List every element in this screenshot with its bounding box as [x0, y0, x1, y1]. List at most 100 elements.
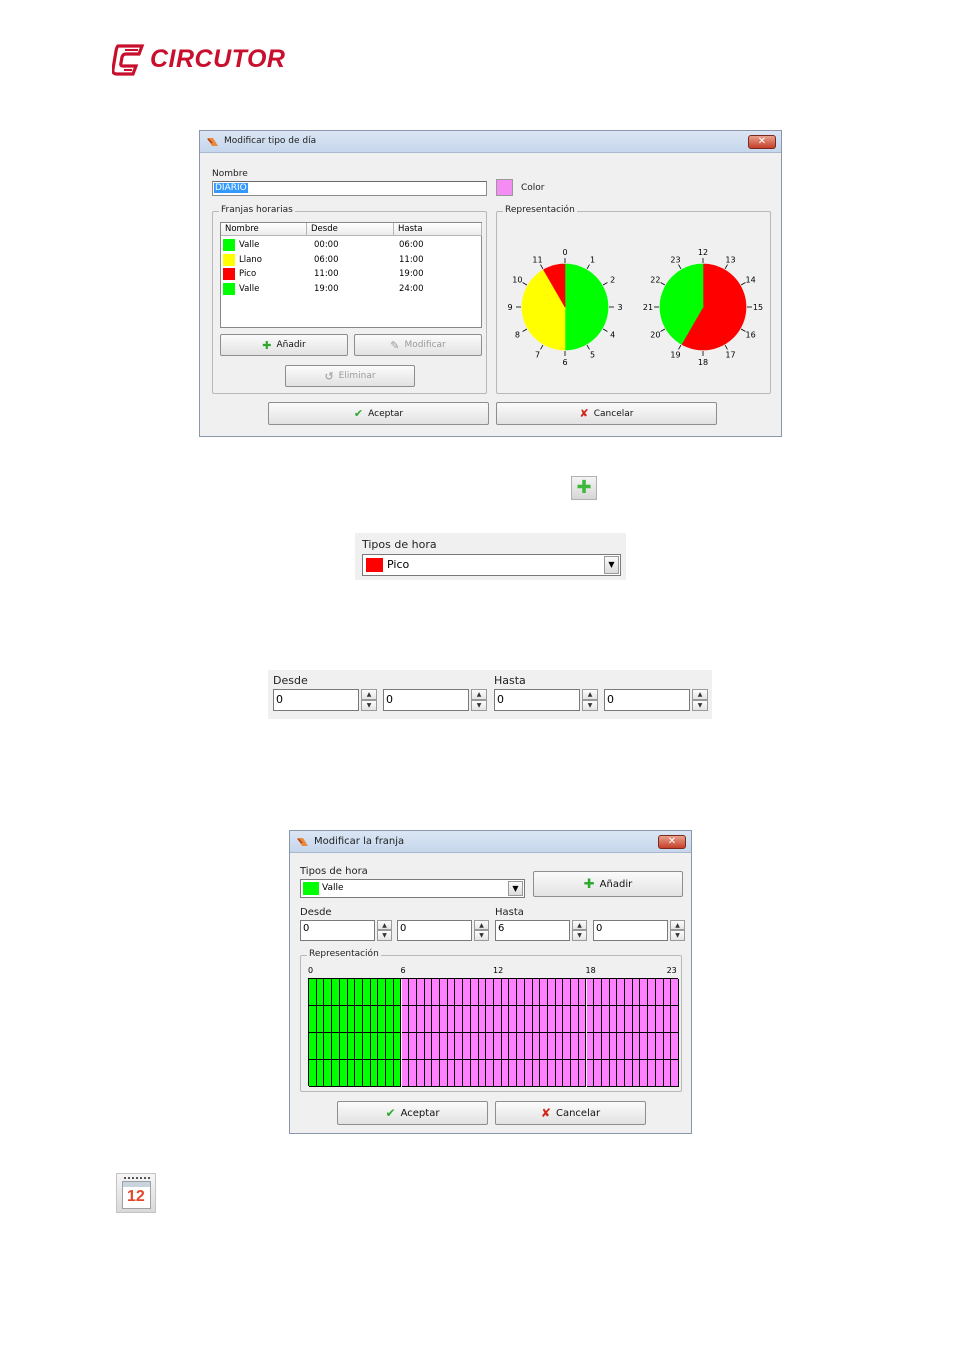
hour-cell[interactable] — [393, 979, 402, 1006]
spin-up-icon[interactable]: ▲ — [377, 920, 392, 930]
spin-up-icon[interactable]: ▲ — [471, 689, 487, 700]
hour-cell[interactable] — [594, 1006, 602, 1033]
spin-up-icon[interactable]: ▲ — [582, 689, 598, 700]
hour-cell[interactable] — [463, 1060, 471, 1087]
hour-cell[interactable] — [648, 1033, 656, 1060]
hour-cell[interactable] — [571, 1060, 579, 1087]
desde-min-spinner[interactable]: 0 ▲ ▼ — [397, 920, 489, 941]
hour-cell[interactable] — [470, 1006, 479, 1033]
franja-row[interactable]: Valle 19:00 24:00 — [223, 282, 481, 296]
hour-cell[interactable] — [563, 1060, 572, 1087]
hour-cell[interactable] — [324, 979, 333, 1006]
hour-cell[interactable] — [478, 979, 487, 1006]
hour-cell[interactable] — [486, 979, 494, 1006]
hour-cell[interactable] — [571, 1033, 579, 1060]
calendar-icon[interactable]: 12 — [116, 1173, 156, 1213]
hour-cell[interactable] — [386, 1060, 394, 1087]
spin-down-icon[interactable]: ▼ — [361, 700, 377, 711]
hour-cell[interactable] — [355, 1060, 363, 1087]
hour-cell[interactable] — [655, 1006, 664, 1033]
hour-cell[interactable] — [347, 979, 356, 1006]
cancelar-button[interactable]: ✘ Cancelar — [495, 1101, 646, 1125]
eliminar-button[interactable]: ↺ Eliminar — [285, 365, 415, 387]
hour-cell[interactable] — [401, 1006, 410, 1033]
hour-cell[interactable] — [640, 979, 649, 1006]
hour-cell[interactable] — [494, 1006, 502, 1033]
hour-cell[interactable] — [640, 1060, 649, 1087]
hour-cell[interactable] — [339, 979, 348, 1006]
hour-cell[interactable] — [617, 1033, 626, 1060]
hour-cell[interactable] — [555, 1060, 564, 1087]
desde-min-value[interactable]: 0 — [383, 689, 469, 711]
hasta-min-spinner[interactable]: 0 ▲ ▼ — [604, 689, 708, 711]
hour-cell[interactable] — [494, 1060, 502, 1087]
hour-cell[interactable] — [440, 979, 448, 1006]
hour-cell[interactable] — [393, 1060, 402, 1087]
hour-cell[interactable] — [540, 1006, 548, 1033]
hour-cell[interactable] — [517, 1033, 525, 1060]
hour-cell[interactable] — [324, 1060, 333, 1087]
hour-cell[interactable] — [486, 1006, 494, 1033]
spin-up-icon[interactable]: ▲ — [572, 920, 587, 930]
hour-cell[interactable] — [347, 1060, 356, 1087]
desde-hora-spinner[interactable]: 0 ▲ ▼ — [300, 920, 392, 941]
hour-cell[interactable] — [578, 1006, 587, 1033]
hour-cell[interactable] — [594, 979, 602, 1006]
hasta-min-spinner[interactable]: 0 ▲ ▼ — [593, 920, 685, 941]
hour-cell[interactable] — [324, 1033, 333, 1060]
hour-cell[interactable] — [655, 1033, 664, 1060]
spin-down-icon[interactable]: ▼ — [670, 930, 685, 941]
hasta-hora-value[interactable]: 0 — [494, 689, 580, 711]
hour-cell[interactable] — [409, 1060, 417, 1087]
hour-cell[interactable] — [594, 1033, 602, 1060]
spin-down-icon[interactable]: ▼ — [572, 930, 587, 941]
color-swatch[interactable] — [496, 179, 513, 196]
desde-hora-value[interactable]: 0 — [300, 920, 375, 941]
hour-cell[interactable] — [563, 1033, 572, 1060]
hour-cell[interactable] — [424, 979, 433, 1006]
hour-cell[interactable] — [594, 1060, 602, 1087]
spin-down-icon[interactable]: ▼ — [474, 930, 489, 941]
hour-grid[interactable] — [308, 978, 679, 1087]
hour-cell[interactable] — [609, 1060, 618, 1087]
franja-row[interactable]: Valle 00:00 06:00 — [223, 238, 481, 252]
hour-cell[interactable] — [547, 1033, 556, 1060]
hour-cell[interactable] — [378, 1006, 387, 1033]
hour-cell[interactable] — [401, 1060, 410, 1087]
hasta-hora-spinner[interactable]: 0 ▲ ▼ — [494, 689, 598, 711]
hour-cell[interactable] — [455, 1033, 464, 1060]
hour-cell[interactable] — [370, 1006, 379, 1033]
hour-cell[interactable] — [432, 979, 441, 1006]
hour-cell[interactable] — [386, 1033, 394, 1060]
hour-cell[interactable] — [309, 979, 317, 1006]
hour-cell[interactable] — [486, 1033, 494, 1060]
chevron-down-icon[interactable]: ▼ — [604, 556, 619, 574]
hour-cell[interactable] — [524, 979, 533, 1006]
hour-cell[interactable] — [501, 979, 510, 1006]
spin-up-icon[interactable]: ▲ — [692, 689, 708, 700]
close-button[interactable]: ✕ — [658, 835, 686, 849]
spin-down-icon[interactable]: ▼ — [582, 700, 598, 711]
hour-cell[interactable] — [671, 979, 679, 1006]
hour-cell[interactable] — [571, 1006, 579, 1033]
desde-hora-value[interactable]: 0 — [273, 689, 359, 711]
hour-cell[interactable] — [601, 1033, 610, 1060]
hour-cell[interactable] — [571, 979, 579, 1006]
hour-cell[interactable] — [447, 1006, 456, 1033]
hour-cell[interactable] — [648, 1060, 656, 1087]
spin-up-icon[interactable]: ▲ — [361, 689, 377, 700]
hour-cell[interactable] — [563, 1006, 572, 1033]
franja-row[interactable]: Llano 06:00 11:00 — [223, 253, 481, 267]
hour-cell[interactable] — [532, 1060, 541, 1087]
spin-up-icon[interactable]: ▲ — [474, 920, 489, 930]
hour-cell[interactable] — [440, 1006, 448, 1033]
anadir-button[interactable]: ✚ Añadir — [220, 334, 348, 356]
tipos-hora-select[interactable]: Valle ▼ — [300, 879, 525, 898]
nombre-input[interactable]: DIARIO — [212, 181, 487, 196]
franjas-listview[interactable]: Nombre Desde Hasta Valle 00:00 06:00 Llano 0… — [220, 222, 482, 328]
hour-cell[interactable] — [563, 979, 572, 1006]
chevron-down-icon[interactable]: ▼ — [508, 881, 523, 896]
hour-cell[interactable] — [578, 979, 587, 1006]
hour-cell[interactable] — [663, 979, 672, 1006]
col-nombre[interactable]: Nombre — [221, 223, 307, 236]
